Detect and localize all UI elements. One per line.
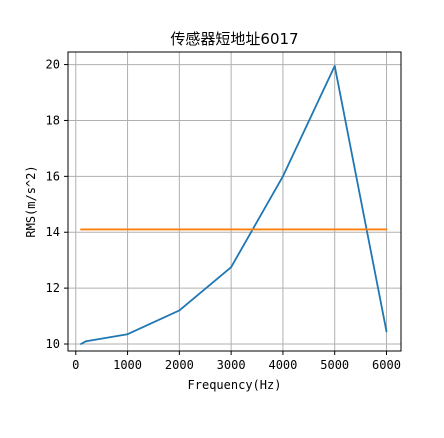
x-tick-label: 2000 [165,358,194,372]
y-axis-title: RMS(m/s^2) [24,165,38,237]
series-0-point [85,340,88,343]
series-0-point [230,266,233,269]
series-0-line [80,65,388,345]
x-axis-title: Frequency(Hz) [188,378,282,392]
y-tick-label: 16 [46,169,60,183]
x-tick-label: 4000 [268,358,297,372]
series-1-point [385,228,388,231]
series-0-point [385,330,388,333]
y-tick-label: 20 [46,58,60,72]
grid-layer [68,52,401,351]
series-1-point [80,228,82,231]
y-tick-label: 14 [46,225,60,239]
x-tick-label: 3000 [217,358,246,372]
series-layer [80,65,388,345]
x-tick-label: 0 [72,358,79,372]
series-0-point [333,65,336,67]
series-0-point [178,309,181,312]
x-tick-label: 5000 [320,358,349,372]
x-tick-label: 6000 [372,358,401,372]
y-tick-label: 10 [46,337,60,351]
y-tick-label: 18 [46,113,60,127]
series-0-point [282,175,284,178]
series-0-point [126,333,129,336]
x-tick-label: 1000 [113,358,142,372]
series-0-point [80,343,82,345]
tick-layer: 0 1000 2000 3000 4000 5000 6000 10 12 14 16 18 20 [46,58,401,372]
chart-title: 传感器短地址6017 [170,30,298,48]
plot-frame [67,51,402,352]
y-tick-label: 12 [46,281,60,295]
